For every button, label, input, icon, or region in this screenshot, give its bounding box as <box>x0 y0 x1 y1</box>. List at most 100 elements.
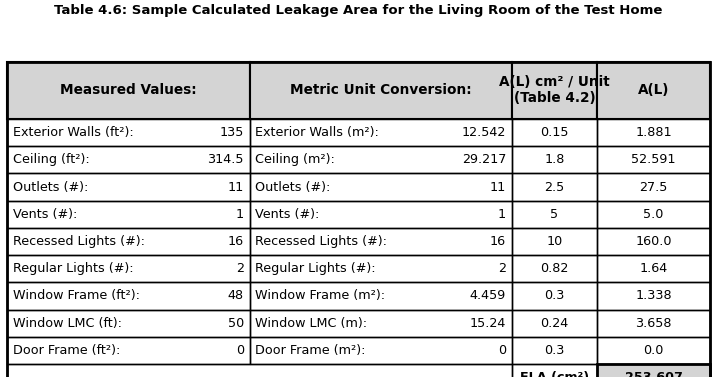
Bar <box>512 228 597 255</box>
Text: Window LMC (ft):: Window LMC (ft): <box>13 317 122 330</box>
Text: Metric Unit Conversion:: Metric Unit Conversion: <box>290 83 472 97</box>
Text: 1.338: 1.338 <box>635 290 672 302</box>
Text: 0: 0 <box>236 344 244 357</box>
Bar <box>250 62 512 119</box>
Bar <box>250 62 512 119</box>
Bar <box>597 62 710 119</box>
Bar <box>597 173 710 201</box>
Bar <box>597 255 710 282</box>
Bar <box>512 62 597 119</box>
Bar <box>597 364 710 377</box>
Bar <box>597 119 710 146</box>
Text: 29.217: 29.217 <box>462 153 506 166</box>
Text: 0.0: 0.0 <box>643 344 664 357</box>
Text: 27.5: 27.5 <box>640 181 668 194</box>
Text: Recessed Lights (#):: Recessed Lights (#): <box>255 235 387 248</box>
Text: 160.0: 160.0 <box>635 235 672 248</box>
Bar <box>597 282 710 310</box>
Bar <box>7 310 250 337</box>
Text: Window LMC (m):: Window LMC (m): <box>255 317 367 330</box>
Text: Outlets (#):: Outlets (#): <box>255 181 331 194</box>
Bar <box>597 337 710 364</box>
Bar <box>250 282 512 310</box>
Text: 16: 16 <box>490 235 506 248</box>
Bar <box>250 228 512 255</box>
Bar <box>512 201 597 228</box>
Text: 11: 11 <box>490 181 506 194</box>
Text: 16: 16 <box>228 235 244 248</box>
Text: Table 4.6: Sample Calculated Leakage Area for the Living Room of the Test Home: Table 4.6: Sample Calculated Leakage Are… <box>54 4 663 17</box>
Text: 11: 11 <box>228 181 244 194</box>
Bar <box>512 364 597 377</box>
Text: 2: 2 <box>236 262 244 275</box>
Text: Outlets (#):: Outlets (#): <box>13 181 88 194</box>
Text: 50: 50 <box>228 317 244 330</box>
Text: 10: 10 <box>546 235 563 248</box>
Text: Regular Lights (#):: Regular Lights (#): <box>255 262 376 275</box>
Text: 15.24: 15.24 <box>470 317 506 330</box>
Bar <box>597 310 710 337</box>
Text: 5: 5 <box>551 208 559 221</box>
Bar <box>512 119 597 146</box>
Bar <box>250 337 512 364</box>
Text: 2: 2 <box>498 262 506 275</box>
Bar <box>512 282 597 310</box>
Text: 1.8: 1.8 <box>544 153 565 166</box>
Text: 135: 135 <box>219 126 244 139</box>
Bar <box>250 119 512 146</box>
Text: 0.82: 0.82 <box>541 262 569 275</box>
Text: Door Frame (m²):: Door Frame (m²): <box>255 344 366 357</box>
Bar <box>7 228 250 255</box>
Text: 0.3: 0.3 <box>544 344 565 357</box>
Text: A(L) cm² / Unit
(Table 4.2): A(L) cm² / Unit (Table 4.2) <box>499 75 610 106</box>
Text: 1.64: 1.64 <box>640 262 668 275</box>
Bar <box>7 119 250 146</box>
Text: Ceiling (m²):: Ceiling (m²): <box>255 153 335 166</box>
Text: Vents (#):: Vents (#): <box>13 208 77 221</box>
Bar <box>597 146 710 173</box>
Text: 3.658: 3.658 <box>635 317 672 330</box>
Bar <box>7 146 250 173</box>
Bar <box>250 255 512 282</box>
Text: 253.607: 253.607 <box>625 371 683 377</box>
Bar <box>7 62 250 119</box>
Text: ELA (cm²): ELA (cm²) <box>520 371 589 377</box>
Text: Door Frame (ft²):: Door Frame (ft²): <box>13 344 120 357</box>
Bar <box>597 228 710 255</box>
Bar <box>250 201 512 228</box>
Bar <box>512 173 597 201</box>
Bar <box>512 146 597 173</box>
Text: Ceiling (ft²):: Ceiling (ft²): <box>13 153 90 166</box>
Bar <box>250 310 512 337</box>
Text: 1: 1 <box>236 208 244 221</box>
Text: 0: 0 <box>498 344 506 357</box>
Text: A(L): A(L) <box>638 83 669 97</box>
Text: Vents (#):: Vents (#): <box>255 208 320 221</box>
Text: 0.3: 0.3 <box>544 290 565 302</box>
Text: 2.5: 2.5 <box>544 181 565 194</box>
Text: 48: 48 <box>228 290 244 302</box>
Text: 1.881: 1.881 <box>635 126 672 139</box>
Bar <box>597 62 710 119</box>
Text: 5.0: 5.0 <box>643 208 664 221</box>
Text: 314.5: 314.5 <box>207 153 244 166</box>
Text: Exterior Walls (ft²):: Exterior Walls (ft²): <box>13 126 133 139</box>
Text: Regular Lights (#):: Regular Lights (#): <box>13 262 133 275</box>
Text: 0.15: 0.15 <box>541 126 569 139</box>
Bar <box>512 255 597 282</box>
Text: 1: 1 <box>498 208 506 221</box>
Bar <box>7 282 250 310</box>
Bar <box>512 310 597 337</box>
Text: Exterior Walls (m²):: Exterior Walls (m²): <box>255 126 379 139</box>
Bar <box>250 173 512 201</box>
Bar <box>7 62 250 119</box>
Text: 12.542: 12.542 <box>462 126 506 139</box>
Bar <box>7 364 512 377</box>
Bar <box>512 62 597 119</box>
Text: Window Frame (ft²):: Window Frame (ft²): <box>13 290 140 302</box>
Bar <box>7 337 250 364</box>
Bar <box>512 337 597 364</box>
Bar <box>7 255 250 282</box>
Bar <box>250 146 512 173</box>
Bar <box>597 201 710 228</box>
